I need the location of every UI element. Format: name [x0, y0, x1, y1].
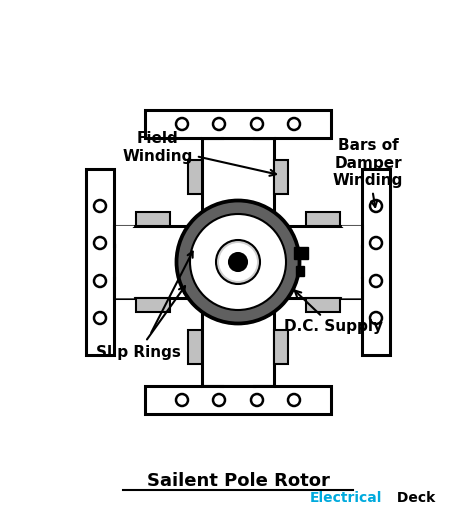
Bar [202, 138, 274, 226]
Polygon shape [254, 386, 274, 406]
Bar [136, 212, 170, 226]
Circle shape [251, 118, 263, 130]
Text: Deck: Deck [392, 491, 435, 505]
Polygon shape [254, 118, 274, 138]
Bar [274, 226, 362, 298]
Circle shape [94, 275, 106, 287]
Text: Slip Rings: Slip Rings [96, 286, 185, 359]
Polygon shape [114, 226, 134, 246]
Circle shape [288, 394, 300, 406]
Circle shape [251, 394, 263, 406]
Circle shape [213, 118, 225, 130]
Circle shape [94, 237, 106, 249]
Circle shape [176, 118, 188, 130]
Bar [274, 330, 288, 364]
Bar [274, 160, 288, 194]
Circle shape [176, 200, 300, 324]
Text: Field
Winding: Field Winding [123, 131, 276, 176]
Bar [145, 110, 331, 138]
Circle shape [176, 394, 188, 406]
Circle shape [370, 312, 382, 324]
Bar [145, 386, 331, 414]
Bar [306, 212, 340, 226]
Circle shape [213, 394, 225, 406]
Bar [296, 266, 304, 276]
Text: Sailent Pole Rotor: Sailent Pole Rotor [147, 472, 329, 490]
Circle shape [370, 200, 382, 212]
Bar [114, 226, 202, 298]
Polygon shape [202, 386, 222, 406]
Bar [202, 298, 274, 386]
Polygon shape [342, 278, 362, 298]
Circle shape [216, 240, 260, 284]
Text: Bars of
Damper
Winding: Bars of Damper Winding [333, 139, 403, 207]
Circle shape [94, 200, 106, 212]
Circle shape [94, 312, 106, 324]
Bar [188, 160, 202, 194]
Circle shape [229, 253, 247, 271]
Text: Electrical: Electrical [310, 491, 382, 505]
Bar [306, 298, 340, 312]
Bar [136, 298, 170, 312]
Circle shape [190, 214, 286, 310]
Circle shape [200, 224, 276, 300]
Polygon shape [342, 226, 362, 246]
Bar [294, 247, 308, 259]
Circle shape [370, 275, 382, 287]
Bar [362, 169, 390, 355]
Polygon shape [114, 278, 134, 298]
Circle shape [370, 237, 382, 249]
Text: D.C. Supply: D.C. Supply [284, 291, 383, 334]
Bar [188, 330, 202, 364]
Circle shape [288, 118, 300, 130]
Circle shape [219, 243, 257, 281]
Polygon shape [202, 118, 222, 138]
Bar [86, 169, 114, 355]
